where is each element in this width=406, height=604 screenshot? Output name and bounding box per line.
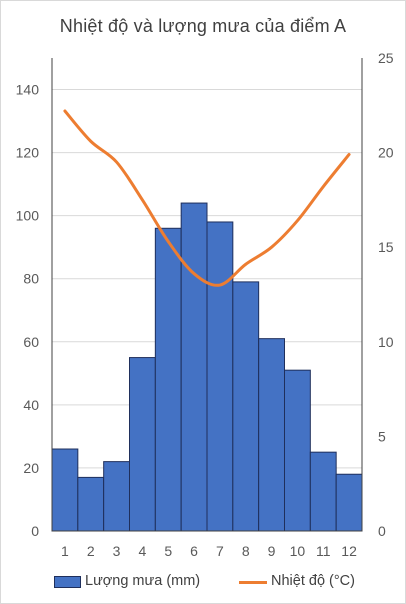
legend-label-temperature: Nhiệt độ (°C) <box>271 573 355 589</box>
legend-label-rainfall: Lượng mưa (mm) <box>85 573 201 589</box>
x-tick-label: 2 <box>87 543 95 559</box>
x-tick-label: 5 <box>164 543 172 559</box>
bar <box>206 221 234 532</box>
y-left-tick-label: 40 <box>23 397 39 413</box>
legend-swatch-rainfall <box>54 576 81 588</box>
y-right-tick-label: 5 <box>378 428 386 444</box>
legend-swatch-temperature <box>239 581 267 584</box>
y-right-tick-label: 10 <box>378 334 394 350</box>
x-tick-label: 10 <box>290 543 306 559</box>
bar <box>258 338 285 532</box>
y-left-tick-label: 140 <box>16 82 40 98</box>
x-tick-label: 7 <box>216 543 224 559</box>
y-right-tick-label: 0 <box>378 523 386 539</box>
y-left-tick-label: 60 <box>23 334 39 350</box>
x-tick-label: 9 <box>268 543 276 559</box>
bar <box>309 451 337 532</box>
y-right-tick-label: 25 <box>378 50 394 66</box>
y-left-tick-label: 0 <box>31 523 39 539</box>
y-left-tick-label: 80 <box>23 271 39 287</box>
bar <box>77 476 105 532</box>
bar <box>51 448 79 532</box>
x-tick-label: 6 <box>190 543 198 559</box>
y-right-tick-label: 15 <box>378 239 394 255</box>
bar <box>103 461 130 532</box>
bar <box>154 227 182 532</box>
y-left-tick-label: 100 <box>16 208 40 224</box>
bar <box>232 281 260 532</box>
y-left-tick-label: 20 <box>23 460 39 476</box>
chart-legend: Lượng mưa (mm) Nhiệt độ (°C) <box>1 571 405 593</box>
y-left-tick-label: 120 <box>16 145 40 161</box>
x-tick-label: 12 <box>341 543 357 559</box>
x-tick-label: 8 <box>242 543 250 559</box>
bar <box>129 357 156 532</box>
bar <box>284 369 311 532</box>
y-right-tick-label: 20 <box>378 145 394 161</box>
bar <box>180 202 208 532</box>
bar <box>335 473 363 532</box>
x-tick-label: 3 <box>113 543 121 559</box>
x-tick-label: 1 <box>61 543 69 559</box>
temperature-line <box>63 109 351 287</box>
chart-title: Nhiệt độ và lượng mưa của điểm A <box>59 16 347 36</box>
x-tick-label: 4 <box>139 543 147 559</box>
x-tick-label: 11 <box>316 543 331 559</box>
